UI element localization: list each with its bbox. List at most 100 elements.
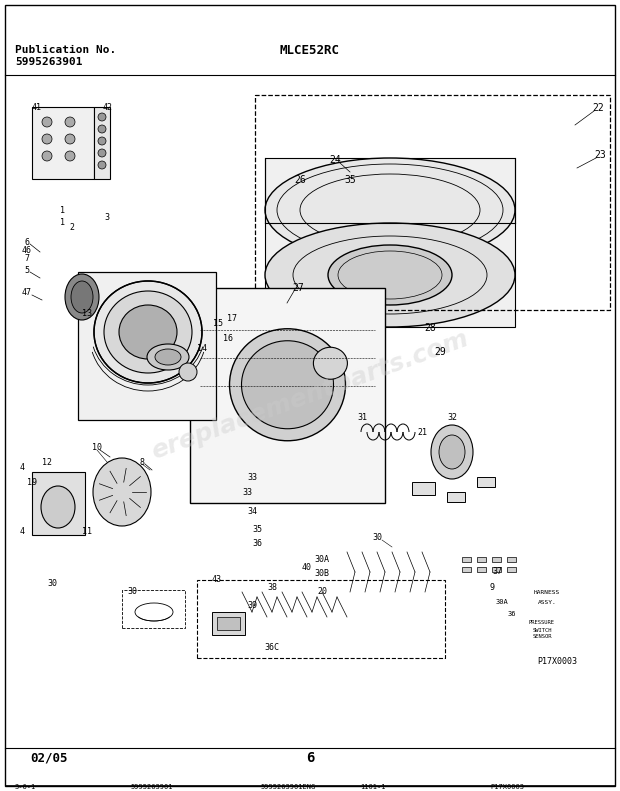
Text: 9: 9	[490, 582, 495, 592]
Text: P17X0003: P17X0003	[537, 657, 577, 667]
Text: 28: 28	[424, 323, 436, 333]
Ellipse shape	[65, 117, 75, 127]
Ellipse shape	[328, 245, 452, 305]
Bar	[447, 492, 465, 502]
Text: 19: 19	[27, 478, 37, 486]
Ellipse shape	[98, 113, 106, 121]
Text: 36: 36	[508, 611, 516, 617]
Text: 5995263901ENG: 5995263901ENG	[260, 784, 315, 790]
Ellipse shape	[242, 341, 334, 429]
Text: 32: 32	[447, 412, 457, 422]
Text: HARNESS: HARNESS	[534, 589, 560, 595]
Ellipse shape	[265, 223, 515, 327]
Text: 30B: 30B	[314, 570, 329, 578]
Text: 4: 4	[19, 463, 25, 471]
Text: 13: 13	[82, 308, 92, 317]
Text: 12: 12	[42, 457, 52, 467]
Ellipse shape	[98, 161, 106, 169]
Ellipse shape	[265, 158, 515, 262]
Text: 4: 4	[19, 528, 25, 536]
Bar	[197, 580, 445, 658]
Text: 16: 16	[223, 334, 233, 343]
Text: ereplacementparts.com: ereplacementparts.com	[148, 327, 472, 464]
Text: 42: 42	[103, 103, 113, 112]
Text: 30A: 30A	[314, 555, 329, 565]
Text: 3: 3	[105, 213, 110, 221]
Text: 15: 15	[213, 319, 223, 327]
Text: 27: 27	[292, 283, 304, 293]
Ellipse shape	[179, 363, 197, 381]
Text: 35: 35	[344, 175, 356, 185]
Text: 36C: 36C	[265, 642, 280, 652]
Ellipse shape	[98, 149, 106, 157]
Ellipse shape	[98, 125, 106, 133]
Bar	[212, 612, 245, 635]
Bar	[32, 107, 94, 179]
Bar	[412, 482, 435, 495]
Text: 7: 7	[25, 253, 30, 263]
Ellipse shape	[98, 137, 106, 145]
Text: 38: 38	[267, 582, 277, 592]
Ellipse shape	[42, 151, 52, 161]
Text: 33: 33	[242, 487, 252, 497]
Text: 6: 6	[306, 751, 314, 765]
Text: 43: 43	[212, 576, 222, 585]
Ellipse shape	[431, 425, 473, 479]
Text: 30: 30	[47, 580, 57, 589]
Text: 39: 39	[247, 600, 257, 610]
Text: 8: 8	[140, 457, 144, 467]
Bar	[477, 567, 486, 572]
Bar	[255, 95, 610, 310]
Bar	[492, 567, 501, 572]
Text: 30: 30	[127, 588, 137, 596]
Bar	[217, 617, 240, 630]
Ellipse shape	[42, 134, 52, 144]
Bar	[507, 567, 516, 572]
Bar	[492, 557, 501, 562]
Ellipse shape	[313, 347, 347, 379]
Text: 24: 24	[329, 155, 341, 165]
Ellipse shape	[93, 458, 151, 526]
Text: 33: 33	[247, 472, 257, 482]
Text: SWITCH: SWITCH	[532, 627, 552, 633]
Text: 02/05: 02/05	[30, 751, 68, 764]
Text: ASSY.: ASSY.	[538, 600, 556, 604]
Ellipse shape	[155, 349, 181, 365]
Text: P17X0003: P17X0003	[490, 784, 524, 790]
Text: 11: 11	[82, 528, 92, 536]
Text: 2: 2	[69, 222, 74, 232]
Text: 5995263901: 5995263901	[15, 57, 82, 67]
Text: 36: 36	[252, 539, 262, 548]
Text: Publication No.: Publication No.	[15, 45, 117, 55]
Ellipse shape	[147, 344, 189, 370]
Text: 3-6-1: 3-6-1	[15, 784, 36, 790]
Text: 34: 34	[247, 508, 257, 517]
Ellipse shape	[94, 281, 202, 383]
Text: 6: 6	[25, 237, 30, 247]
Bar	[265, 158, 515, 327]
Text: 22: 22	[592, 103, 604, 113]
Text: 31: 31	[357, 412, 367, 422]
Text: SENSOR: SENSOR	[532, 634, 552, 639]
Text: 30: 30	[372, 532, 382, 542]
Text: 29: 29	[434, 347, 446, 357]
Text: 40: 40	[302, 562, 312, 572]
Bar	[477, 557, 486, 562]
Text: 26: 26	[294, 175, 306, 185]
Ellipse shape	[65, 134, 75, 144]
Ellipse shape	[229, 329, 345, 441]
Bar	[477, 477, 495, 487]
Text: 41: 41	[32, 103, 42, 112]
Text: 47: 47	[22, 287, 32, 297]
Text: 14: 14	[197, 343, 207, 353]
Ellipse shape	[41, 486, 75, 528]
Text: MLCE52RC: MLCE52RC	[280, 44, 340, 56]
Text: 20: 20	[317, 588, 327, 596]
Bar	[507, 557, 516, 562]
Bar	[78, 272, 216, 420]
Text: 1: 1	[60, 206, 64, 214]
Text: 46: 46	[22, 245, 32, 255]
Bar	[462, 567, 471, 572]
Text: PRESSURE: PRESSURE	[529, 619, 555, 625]
Text: 5: 5	[25, 266, 30, 274]
